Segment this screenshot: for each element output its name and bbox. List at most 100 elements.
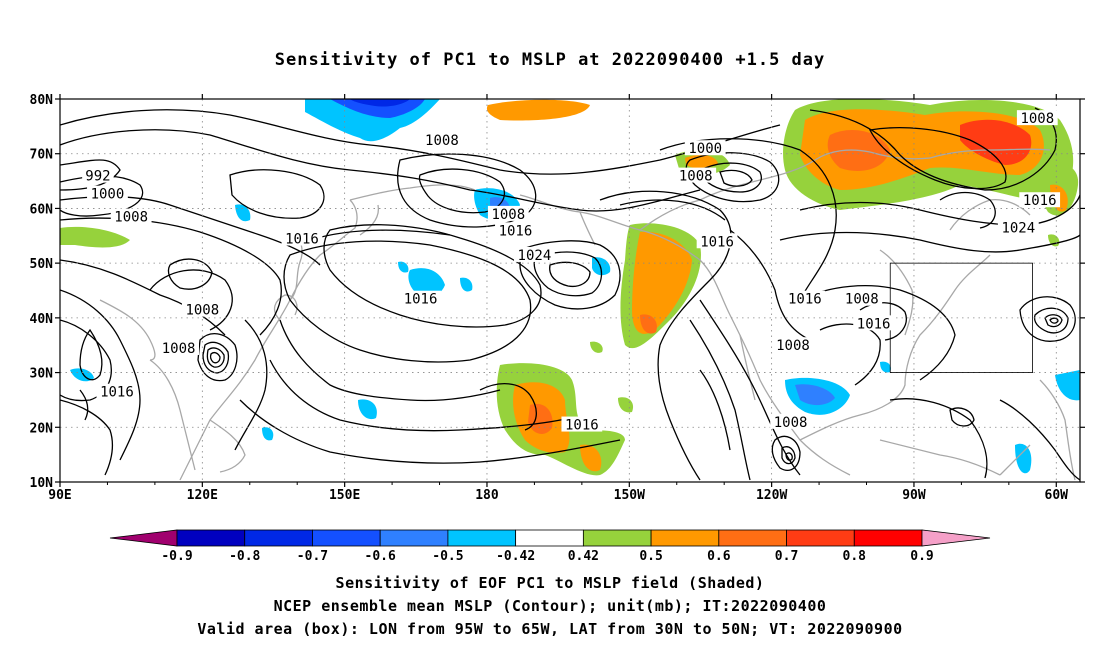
contour-label: 1016: [404, 292, 438, 308]
colorbar-label: 0.6: [707, 549, 731, 564]
contour-label: 1016: [499, 223, 533, 239]
lon-label: 90E: [48, 488, 71, 503]
contour-label: 1016: [788, 292, 822, 308]
colorbar-swatch: [718, 529, 787, 547]
contour-label: 1024: [1001, 221, 1035, 237]
contour-label: 1008: [845, 292, 879, 308]
shade-blue-small-a: [235, 204, 251, 222]
contour-label-bg: [997, 219, 1039, 235]
shade-blue-small-b: [460, 277, 473, 292]
contour-label: 1008: [776, 338, 810, 354]
map-title: Sensitivity of PC1 to MSLP at 2022090400…: [274, 50, 826, 70]
lat-label: 30N: [30, 367, 54, 382]
contour-label: 1016: [1023, 193, 1057, 209]
coastlines: [99, 148, 1076, 481]
lon-label: 60W: [1045, 488, 1069, 503]
contour-label-bg: [421, 132, 463, 148]
shade-blue-low-center: [592, 257, 611, 276]
colorbar-label: 0.7: [775, 549, 798, 564]
contour-label: 1008: [1020, 111, 1054, 127]
contour-label-bg: [495, 222, 536, 238]
shade-orange-subtropical-s: [580, 444, 602, 472]
lon-label: 120E: [187, 488, 218, 503]
contour-label: 1016: [100, 385, 134, 401]
contour-label: 1008: [185, 303, 219, 319]
lat-label: 20N: [30, 421, 54, 436]
contour-label-bg: [770, 413, 812, 429]
colorbar-swatch: [312, 529, 381, 547]
contour-label-bg: [158, 339, 200, 355]
colorbar-label: -0.7: [297, 549, 328, 564]
lon-label: 90W: [902, 488, 926, 503]
shade-blue-small-f: [880, 361, 891, 373]
contour-label-bg: [853, 315, 895, 331]
contour-label-bg: [772, 337, 814, 353]
contour-label: 1008: [679, 169, 713, 185]
contour-label: 1008: [774, 415, 808, 431]
lat-label: 80N: [30, 93, 54, 108]
lon-label: 150W: [614, 488, 645, 503]
contour-label-bg: [1019, 192, 1061, 208]
shade-orange-pacific-ridge: [632, 231, 692, 334]
shade-orange-arctic: [486, 99, 590, 121]
shade-blue-n-pacific: [408, 268, 445, 297]
contour-label-bg: [841, 290, 883, 306]
lon-label: 120W: [756, 488, 787, 503]
shade-green-small-b: [618, 397, 634, 413]
contour-label-bg: [281, 230, 323, 246]
contour-label: 1008: [114, 210, 148, 226]
contour-label-bg: [181, 301, 223, 317]
shade-blue-small-e: [358, 399, 377, 420]
colorbar-swatch: [582, 529, 652, 547]
colorbar-label: 0.8: [843, 549, 867, 564]
contour-label: 1016: [285, 232, 319, 248]
contour-label-bg: [400, 290, 441, 306]
contour-label-bg: [675, 167, 717, 183]
contour-label-bg: [561, 416, 603, 432]
mslp-contours: [60, 107, 1080, 481]
contour-label: 1016: [857, 316, 891, 332]
contour-label-bg: [1016, 110, 1058, 126]
colorbar-label: -0.6: [365, 549, 396, 564]
colorbar-label: 0.9: [910, 549, 933, 564]
colorbar-label: -0.5: [432, 549, 463, 564]
contour-label-bg: [487, 205, 529, 221]
colorbar-end-right: [921, 529, 991, 547]
contour-label-bg: [696, 233, 738, 249]
colorbar-swatch: [650, 529, 720, 547]
shade-darkorange-pacific-ridge: [640, 314, 657, 334]
colorbar: -0.9 -0.8 -0.7 -0.6 -0.5 -0.42 0.42 0.5 0.6 0.7 0.…: [109, 529, 991, 564]
colorbar-swatch: [853, 529, 923, 547]
contour-label: 1008: [162, 341, 196, 357]
colorbar-label: -0.8: [229, 549, 260, 564]
colorbar-end-left: [109, 529, 178, 547]
contour-label-bg: [514, 246, 555, 262]
contour-label: 1000: [688, 141, 722, 157]
lon-label: 180: [475, 488, 499, 503]
shade-green-west: [60, 226, 130, 248]
contour-label: 1016: [565, 418, 599, 434]
shade-blue-small-d: [262, 427, 274, 441]
colorbar-swatch: [515, 529, 584, 547]
lat-label: 70N: [30, 148, 54, 163]
lon-label: 150E: [329, 488, 360, 503]
shade-darkblue-gulf: [795, 384, 835, 406]
plot-frame: [59, 98, 1081, 483]
colorbar-label: -0.9: [161, 549, 192, 564]
contour-label: 1008: [491, 207, 525, 223]
shade-blue-atlantic-s: [1015, 443, 1032, 474]
contour-label: 1016: [700, 234, 734, 250]
contour-label-bg: [784, 290, 826, 306]
lat-label: 60N: [30, 202, 54, 217]
colorbar-swatch: [379, 529, 449, 547]
contour-label: 1024: [518, 248, 552, 264]
colorbar-swatch: [244, 529, 313, 547]
lat-label: 40N: [30, 312, 54, 327]
lat-label: 50N: [30, 257, 54, 272]
contour-labels: 9921000100810161008100810161008100810161…: [82, 110, 1061, 434]
shade-darkorange-subtropical: [528, 403, 553, 434]
caption-valid-area: Valid area (box): LON from 95W to 65W, L…: [197, 620, 903, 638]
lat-label: 10N: [30, 476, 54, 491]
contour-label-bg: [82, 167, 114, 183]
colorbar-swatch: [447, 529, 517, 547]
